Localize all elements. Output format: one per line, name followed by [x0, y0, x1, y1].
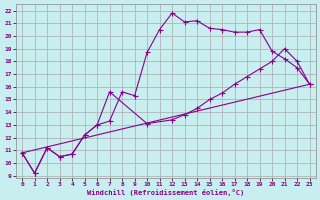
X-axis label: Windchill (Refroidissement éolien,°C): Windchill (Refroidissement éolien,°C) — [87, 189, 244, 196]
